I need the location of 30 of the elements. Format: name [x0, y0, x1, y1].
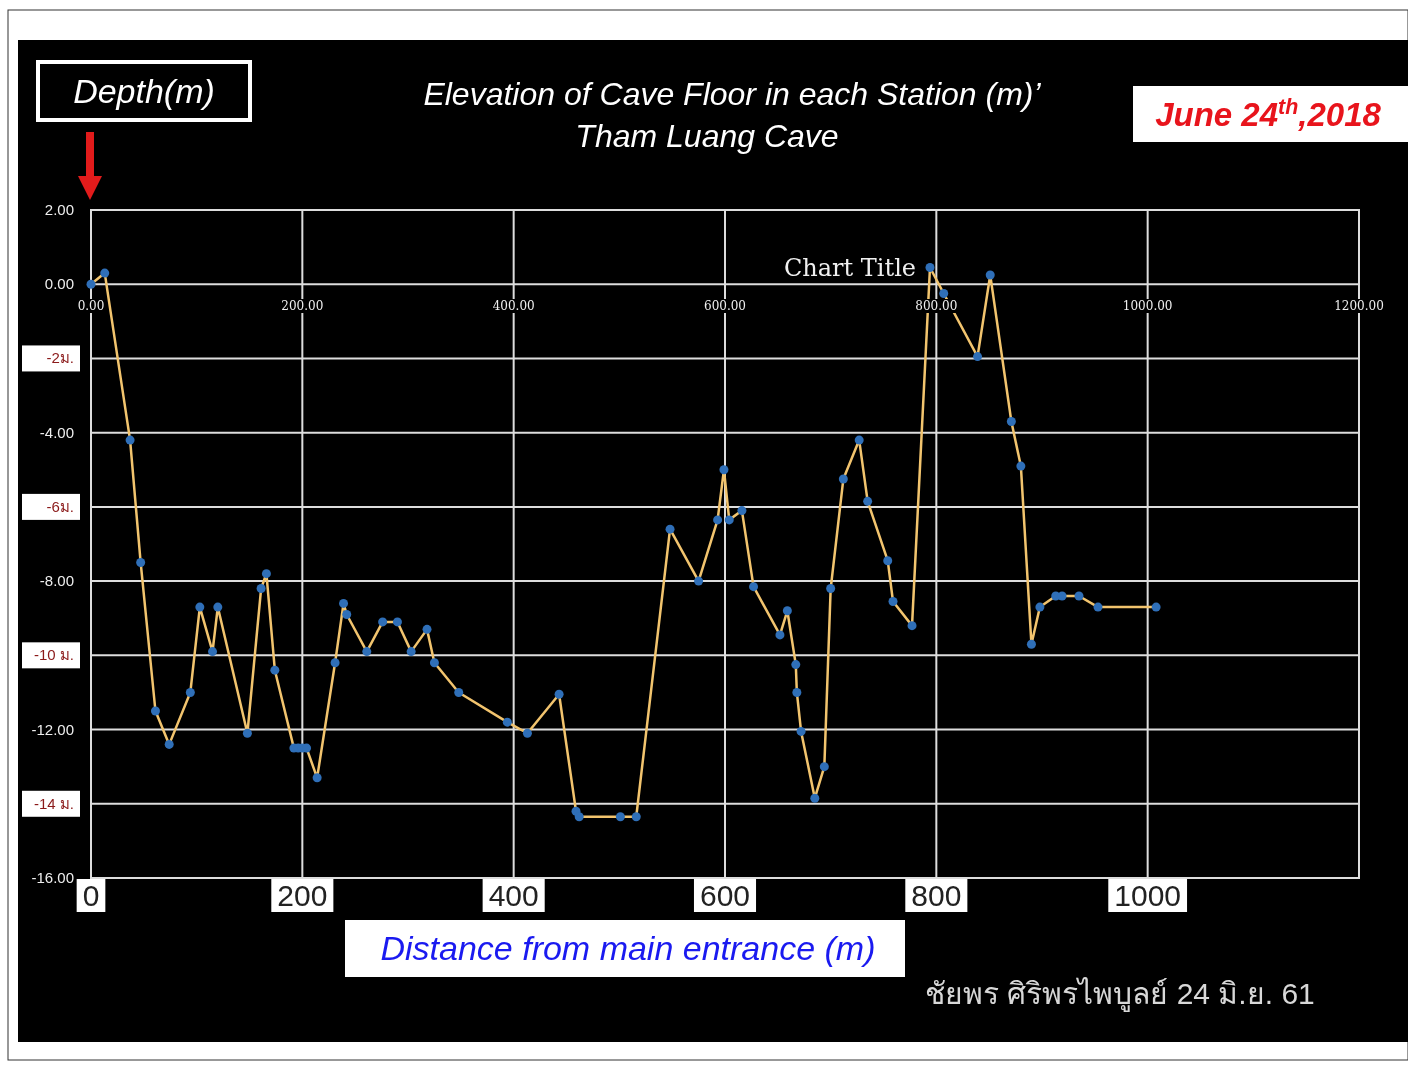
- x-axis-title: Distance from main entrance (m): [380, 929, 876, 967]
- chart-title: Elevation of Cave Floor in each Station (m)’: [423, 76, 1042, 112]
- x-tick-label: 600: [699, 879, 751, 912]
- x2-tick-label: 1000.00: [1122, 299, 1173, 313]
- y-tick-label: -8.00: [39, 572, 74, 590]
- y-tick-label: -4.00: [39, 423, 74, 441]
- x-tick-label: 1000: [1114, 879, 1182, 912]
- x2-tick-label: 1200.00: [1334, 299, 1384, 313]
- y-tick-label: -10 ม.: [33, 646, 74, 664]
- y-tick-label: 2.00: [44, 201, 74, 218]
- x-tick-label: 400: [488, 879, 539, 912]
- annotation: Chart Title: [783, 254, 917, 282]
- y-tick-label: -6ม.: [46, 497, 74, 515]
- y-tick-label: -14 ม.: [33, 794, 74, 812]
- y-tick-label: -16.00: [31, 869, 74, 886]
- x2-tick-label: 600.00: [704, 299, 746, 313]
- y-axis-title: Depth(m): [73, 72, 215, 110]
- y-tick-label: -12.00: [31, 720, 74, 738]
- x2-tick-label: 800.00: [915, 299, 958, 313]
- y-tick-label: -2ม.: [46, 349, 74, 367]
- x-tick-label: 0: [82, 879, 100, 912]
- chart-subtitle: Tham Luang Cave: [575, 118, 839, 154]
- x2-tick-label: 200.00: [281, 299, 324, 313]
- x-tick-label: 200: [277, 879, 328, 912]
- x2-tick-label: 400.00: [492, 299, 535, 313]
- text: ชัยพร ศิริพรไพบูลย์ 24 มิ.ย. 61: [925, 976, 1315, 1012]
- x2-tick-label: 0.00: [77, 299, 105, 313]
- y-tick-label: 0.00: [44, 275, 74, 293]
- x-tick-label: 800: [911, 879, 962, 912]
- text: June 24$^{th}$,2018: [1155, 95, 1382, 133]
